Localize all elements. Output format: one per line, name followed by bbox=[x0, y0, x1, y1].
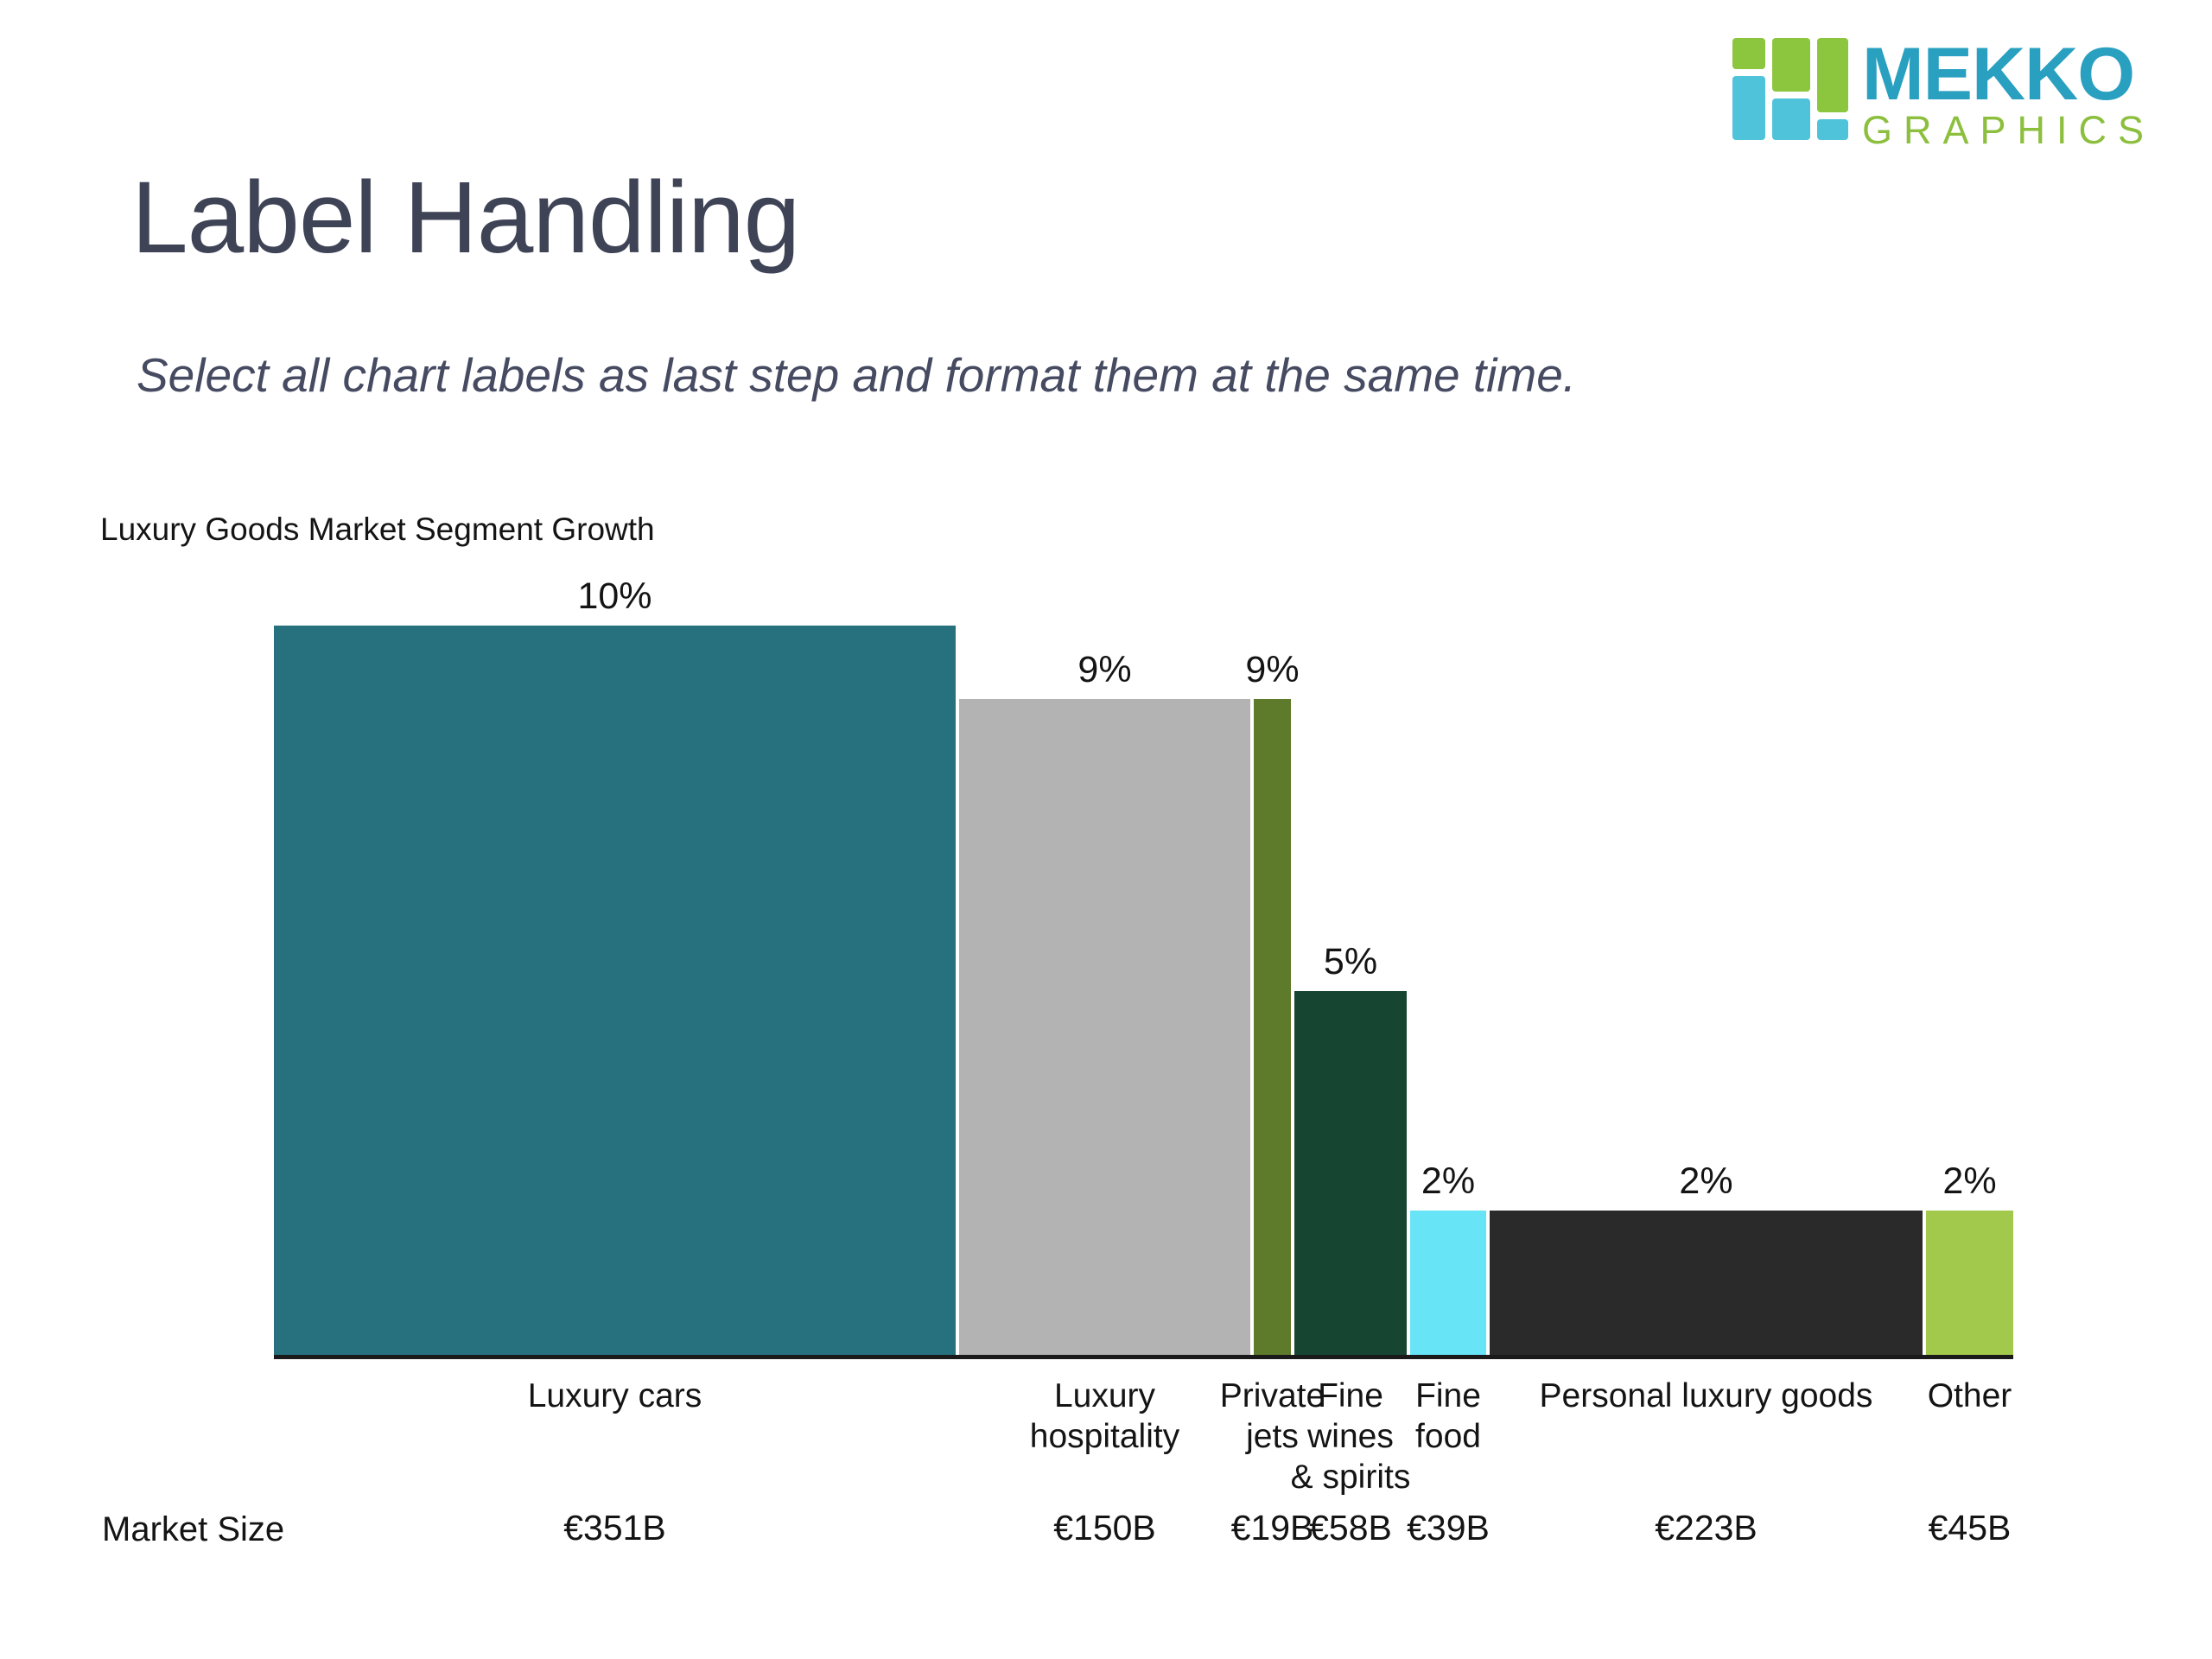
logo-mark-rect bbox=[1732, 76, 1765, 140]
category-label-line: Other bbox=[1927, 1377, 2012, 1414]
category-label-other: Other bbox=[1771, 1376, 2169, 1416]
page-title: Label Handling bbox=[131, 161, 800, 275]
page-subtitle: Select all chart labels as last step and… bbox=[137, 348, 1577, 402]
x-axis-line bbox=[274, 1355, 2013, 1359]
market-size-value-luxury-cars: €351B bbox=[563, 1508, 666, 1548]
growth-label-personal-luxury-goods: 2% bbox=[1679, 1160, 1733, 1202]
market-size-value-personal-luxury-goods: €223B bbox=[1655, 1508, 1758, 1548]
growth-label-luxury-cars: 10% bbox=[577, 575, 652, 617]
logo-text: MEKKO GRAPHICS bbox=[1862, 33, 2156, 152]
logo-text-mekko: MEKKO bbox=[1862, 33, 2135, 116]
category-label-fine-food: Fine food bbox=[1249, 1376, 1647, 1457]
category-label-line: Fine bbox=[1415, 1377, 1481, 1414]
market-size-value-fine-food: €39B bbox=[1407, 1508, 1490, 1548]
category-label-line: jets bbox=[1246, 1418, 1299, 1455]
logo-mark-rect bbox=[1772, 99, 1810, 140]
logo-mark-rect bbox=[1817, 119, 1848, 140]
category-label-line: & spirits bbox=[1290, 1459, 1411, 1496]
bar-fine-wines-spirits bbox=[1294, 991, 1407, 1357]
growth-label-other: 2% bbox=[1942, 1160, 1997, 1202]
bar-personal-luxury-goods bbox=[1490, 1211, 1923, 1357]
logo-mark-column bbox=[1732, 38, 1765, 140]
growth-label-private-jets: 9% bbox=[1245, 649, 1300, 690]
chart-title: Luxury Goods Market Segment Growth bbox=[100, 512, 655, 547]
mekko-logo-mark-icon bbox=[1732, 38, 1848, 140]
mekko-graphics-logo: MEKKO GRAPHICS bbox=[1732, 33, 2156, 152]
logo-mark-rect bbox=[1732, 38, 1765, 69]
bar-fine-food bbox=[1410, 1211, 1486, 1357]
logo-mark-rect bbox=[1817, 38, 1848, 112]
logo-mark-column bbox=[1772, 38, 1810, 140]
category-label-line: Fine bbox=[1318, 1377, 1383, 1414]
category-label-line: Personal luxury goods bbox=[1539, 1377, 1873, 1414]
market-size-value-other: €45B bbox=[1928, 1508, 2012, 1548]
market-size-value-luxury-hospitality: €150B bbox=[1053, 1508, 1156, 1548]
category-label-line: wines bbox=[1307, 1418, 1394, 1455]
growth-label-fine-wines-spirits: 5% bbox=[1323, 941, 1378, 982]
growth-label-fine-food: 2% bbox=[1421, 1160, 1476, 1202]
category-label-fine-wines-spirits: Fine wines & spirits bbox=[1152, 1376, 1549, 1497]
logo-text-graphics: GRAPHICS bbox=[1862, 108, 2156, 152]
category-label-private-jets: Private jets bbox=[1074, 1376, 1471, 1457]
category-label-line: hospitality bbox=[1029, 1418, 1180, 1455]
growth-label-luxury-hospitality: 9% bbox=[1077, 649, 1132, 690]
market-size-value-fine-wines-spirits: €58B bbox=[1309, 1508, 1392, 1548]
bar-private-jets bbox=[1254, 699, 1291, 1357]
category-label-personal-luxury-goods: Personal luxury goods bbox=[1508, 1376, 1905, 1416]
category-label-luxury-hospitality: Luxury hospitality bbox=[906, 1376, 1304, 1457]
bar-luxury-hospitality bbox=[959, 699, 1250, 1357]
category-label-line: Luxury cars bbox=[527, 1377, 702, 1414]
category-label-line: Luxury bbox=[1053, 1377, 1156, 1414]
logo-mark-rect bbox=[1772, 38, 1810, 92]
category-label-line: Private bbox=[1219, 1377, 1325, 1414]
bar-other bbox=[1926, 1211, 2013, 1357]
market-size-value-private-jets: €19B bbox=[1230, 1508, 1314, 1548]
category-label-luxury-cars: Luxury cars bbox=[416, 1376, 814, 1416]
market-size-row-label: Market Size bbox=[102, 1510, 285, 1548]
logo-mark-column bbox=[1817, 38, 1848, 140]
category-label-line: food bbox=[1415, 1418, 1481, 1455]
bar-luxury-cars bbox=[274, 626, 956, 1357]
